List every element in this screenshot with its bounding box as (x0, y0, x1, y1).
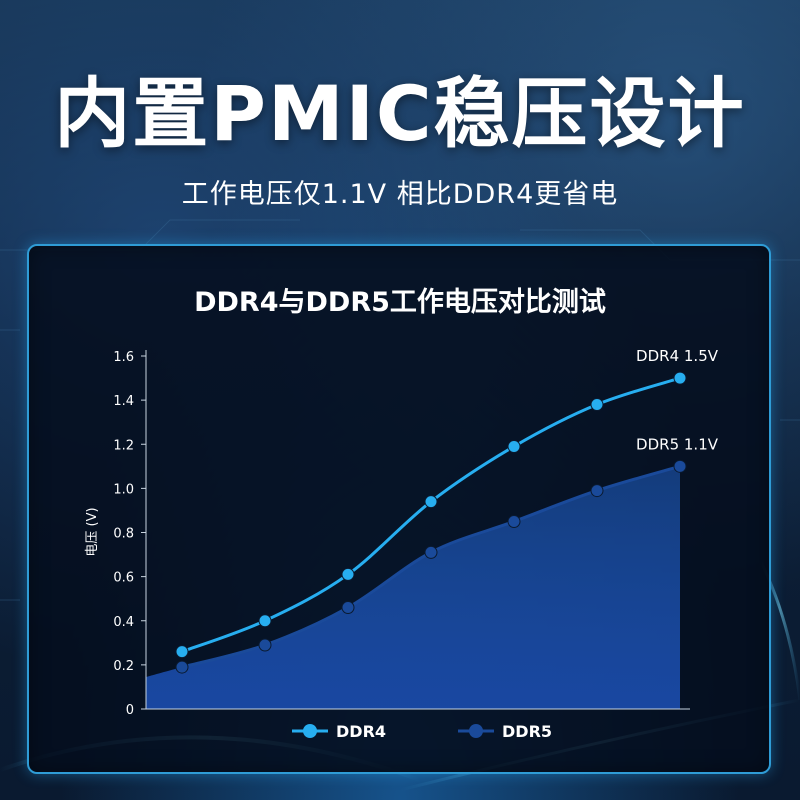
ddr4-point (175, 645, 189, 659)
page-title: 内置PMIC稳压设计 (54, 69, 746, 158)
ddr5-end-label: DDR5 1.1V (636, 435, 719, 453)
ddr4-legend-label: DDR4 (336, 722, 386, 741)
ddr4-point (507, 439, 521, 453)
ddr5-point (673, 459, 687, 473)
y-tick-label: 1.0 (113, 482, 134, 497)
y-tick-label: 1.2 (113, 438, 134, 453)
ddr4-point (424, 495, 438, 509)
ddr4-point (258, 614, 272, 628)
y-tick-label: 1.4 (113, 394, 134, 409)
ddr4-end-label: DDR4 1.5V (636, 347, 719, 365)
ddr5-point (175, 660, 189, 674)
y-tick-label: 0.2 (113, 659, 134, 674)
ddr4-point (341, 567, 355, 581)
page-subtitle: 工作电压仅1.1V 相比DDR4更省电 (181, 179, 619, 210)
y-tick-label: 0.6 (113, 571, 134, 586)
ddr5-area-fill (146, 466, 680, 709)
y-tick-label: 1.6 (113, 350, 134, 365)
ddr4-point (673, 371, 687, 385)
ddr5-point (424, 545, 438, 559)
ddr4-point (590, 398, 604, 412)
ddr5-point (258, 638, 272, 652)
chart-title: DDR4与DDR5工作电压对比测试 (194, 287, 606, 318)
y-tick-label: 0 (126, 703, 134, 718)
ddr5-legend-label: DDR5 (502, 722, 552, 741)
ddr5-point (590, 484, 604, 498)
y-tick-label: 0.8 (113, 527, 134, 542)
ddr4-legend-marker (303, 724, 317, 738)
y-axis-label: 电压 (V) (85, 507, 100, 556)
ddr5-point (341, 601, 355, 615)
ddr5-point (507, 514, 521, 528)
y-tick-label: 0.4 (113, 615, 134, 630)
ddr5-legend-marker (469, 724, 483, 738)
